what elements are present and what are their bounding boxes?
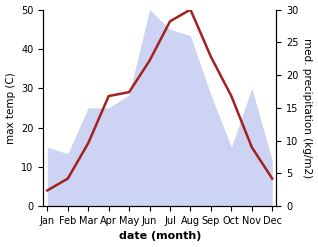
Y-axis label: max temp (C): max temp (C) [5, 72, 16, 144]
X-axis label: date (month): date (month) [119, 231, 201, 242]
Y-axis label: med. precipitation (kg/m2): med. precipitation (kg/m2) [302, 38, 313, 178]
